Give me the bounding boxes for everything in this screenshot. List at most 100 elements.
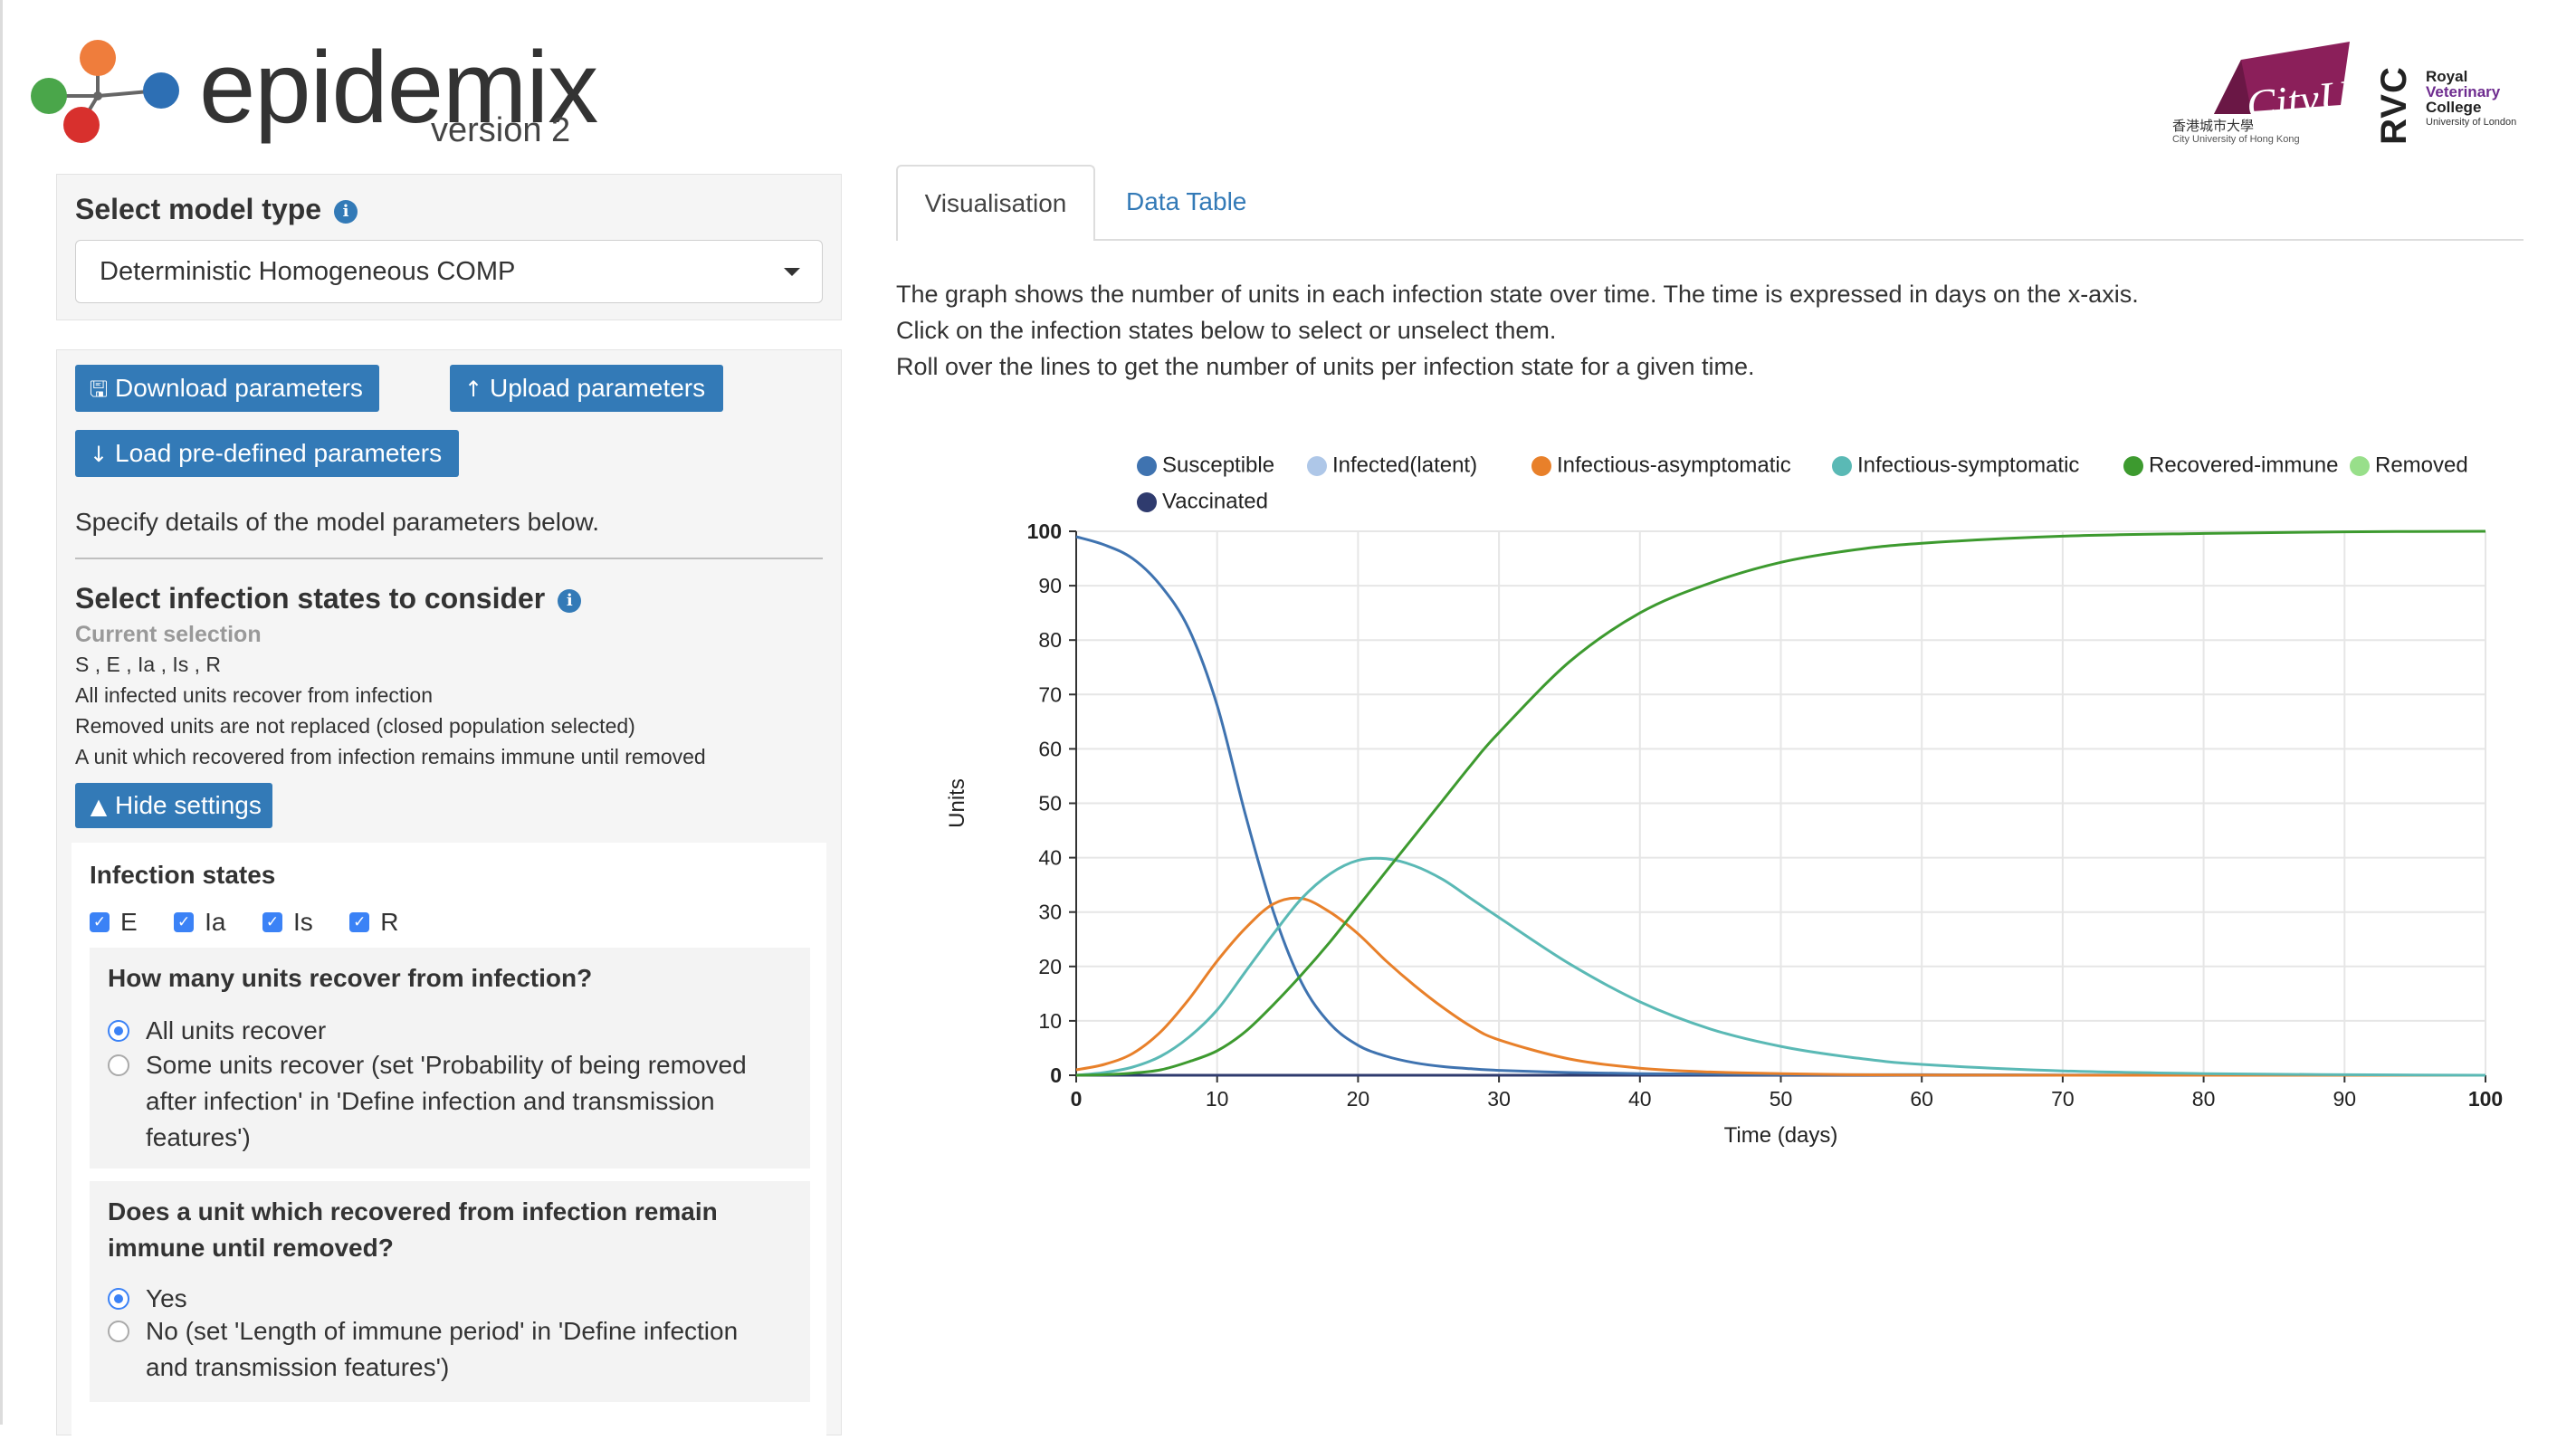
y-tick-label: 80 — [1038, 628, 1062, 652]
tab-data-table[interactable]: Data Table — [1126, 187, 1247, 215]
series-line-recovered-immune[interactable] — [1075, 529, 2486, 1077]
infection-states-heading: Select infection states to consider i — [75, 582, 582, 615]
line-chart[interactable]: 0 10 20 30 40 50 60 70 80 90 100 0 10 20 30 40 50 60 70 80 9… — [923, 507, 2543, 1159]
checkbox-e[interactable]: ✓ — [90, 912, 110, 932]
chevron-down-icon — [784, 268, 800, 276]
legend-infectious-symptomatic[interactable]: Infectious-symptomatic — [1832, 453, 2079, 479]
x-tick-label: 90 — [2333, 1087, 2357, 1111]
legend-infectious-asymptomatic[interactable]: Infectious-asymptomatic — [1531, 453, 1791, 479]
cityu-english-name: City University of Hong Kong — [2172, 134, 2300, 145]
infection-states-title: Select infection states to consider — [75, 582, 546, 615]
cityu-chinese-name: 香港城市大學 — [2172, 119, 2255, 134]
download-parameters-button[interactable]: 🖫 Download parameters — [75, 365, 379, 412]
legend-vaccinated[interactable]: Vaccinated — [1137, 489, 1268, 515]
load-predefined-parameters-button[interactable]: ↓ Load pre-defined parameters — [75, 430, 459, 477]
radio-no[interactable] — [108, 1321, 129, 1342]
epidemix-logo: epidemix version 2 — [25, 34, 598, 152]
infection-states-checkboxes: ✓ E ✓ Ia ✓ Is ✓ R — [90, 908, 431, 937]
recovery-question-title: How many units recover from infection? — [108, 964, 593, 992]
upload-parameters-button[interactable]: ↑ Upload parameters — [450, 365, 723, 412]
y-tick-label: 70 — [1038, 682, 1062, 706]
y-tick-label: 30 — [1038, 901, 1062, 924]
selection-recovery: All infected units recover from infectio… — [75, 683, 434, 707]
model-type-select[interactable]: Deterministic Homogeneous COMP — [75, 240, 823, 303]
settings-box: Infection states ✓ E ✓ Ia ✓ Is ✓ R How many … — [72, 843, 826, 1440]
legend-dot — [1531, 455, 1551, 476]
immunity-question-title-line2: immune until removed? — [108, 1234, 394, 1262]
radio-no-label-line1: No (set 'Length of immune period' in 'De… — [146, 1317, 739, 1345]
y-tick-label: 90 — [1038, 574, 1062, 597]
radio-all-recover[interactable] — [108, 1020, 129, 1042]
model-type-heading: Select model type i — [75, 193, 358, 226]
separator — [75, 558, 823, 559]
immunity-question-title-line1: Does a unit which recovered from infecti… — [108, 1197, 718, 1225]
triangle-up-icon: ▲ — [90, 794, 108, 819]
legend-label: Recovered-immune — [2149, 453, 2339, 478]
series-line-infectious-asymptomatic[interactable] — [1075, 896, 2485, 1077]
checkbox-r[interactable]: ✓ — [349, 912, 370, 932]
description-line3: Roll over the lines to get the number of… — [896, 353, 1755, 380]
radio-some-recover[interactable] — [108, 1054, 129, 1076]
checkbox-ia-label: Ia — [205, 908, 226, 936]
specify-details-text: Specify details of the model parameters … — [75, 508, 599, 536]
x-tick-label: 70 — [2051, 1087, 2075, 1111]
legend-removed[interactable]: Removed — [2350, 453, 2468, 479]
checkbox-r-label: R — [380, 908, 399, 936]
y-tick-label: 40 — [1038, 846, 1062, 870]
legend-label: Vaccinated — [1162, 489, 1268, 514]
selection-removal: Removed units are not replaced (closed p… — [75, 714, 635, 738]
description-line2: Click on the infection states below to s… — [896, 317, 1557, 344]
x-tick-label: 100 — [2468, 1087, 2503, 1111]
x-tick-label: 60 — [1910, 1087, 1933, 1111]
save-icon: 🖫 — [89, 377, 109, 402]
y-tick-label: 50 — [1038, 792, 1062, 815]
x-tick-label: 80 — [2192, 1087, 2216, 1111]
legend-recovered-immune[interactable]: Recovered-immune — [2123, 453, 2338, 479]
checkbox-e-label: E — [120, 908, 138, 936]
legend-label: Susceptible — [1162, 453, 1275, 478]
x-tick-label: 40 — [1628, 1087, 1652, 1111]
cityu-shape-icon — [2214, 42, 2350, 114]
checkbox-is-label: Is — [292, 908, 313, 936]
y-tick-label: 20 — [1038, 955, 1062, 978]
model-type-selected-value: Deterministic Homogeneous COMP — [100, 257, 516, 286]
download-parameters-label: Download parameters — [115, 374, 363, 402]
x-tick-label: 50 — [1770, 1087, 1793, 1111]
radio-yes-label: Yes — [146, 1284, 187, 1312]
upload-parameters-label: Upload parameters — [490, 374, 706, 402]
y-tick-label: 100 — [1027, 520, 1062, 543]
checkbox-is[interactable]: ✓ — [262, 912, 282, 932]
y-axis-label: Units — [945, 778, 969, 828]
series-line-infectious-symptomatic[interactable] — [1075, 856, 2486, 1077]
x-tick-label: 30 — [1487, 1087, 1511, 1111]
x-axis-label: Time (days) — [1724, 1123, 1838, 1148]
legend-dot — [2123, 455, 2143, 476]
tabs-underline — [896, 239, 2524, 241]
tab-visualisation[interactable]: Visualisation — [896, 165, 1095, 241]
checkbox-ia[interactable]: ✓ — [174, 912, 195, 932]
immunity-question-box: Does a unit which recovered from infecti… — [90, 1181, 810, 1402]
model-type-title: Select model type — [75, 193, 322, 225]
radio-no-label-line2: and transmission features') — [146, 1353, 450, 1381]
load-predefined-label: Load pre-defined parameters — [115, 439, 443, 467]
x-tick-label: 0 — [1071, 1087, 1083, 1111]
rvc-line-university: University of London — [2426, 117, 2517, 128]
selection-states: S , E , Ia , Is , R — [75, 653, 222, 676]
legend-susceptible[interactable]: Susceptible — [1137, 453, 1274, 479]
parameters-panel: 🖫 Download parameters ↑ Upload parameters … — [56, 349, 842, 1440]
hide-settings-button[interactable]: ▲ Hide settings — [75, 783, 272, 828]
app-title: epidemix — [199, 31, 598, 144]
description-line1: The graph shows the number of units in e… — [896, 281, 2139, 308]
info-icon[interactable]: i — [334, 199, 358, 224]
network-logo-icon — [31, 40, 179, 143]
radio-some-recover-label-line1: Some units recover (set 'Probability of … — [146, 1051, 747, 1079]
radio-some-recover-label-line2: after infection' in 'Define infection an… — [146, 1087, 715, 1115]
legend-dot — [1137, 491, 1157, 512]
hide-settings-label: Hide settings — [115, 791, 262, 819]
info-icon[interactable]: i — [558, 588, 582, 613]
download-icon: ↓ — [89, 442, 109, 467]
legend-infected-latent[interactable]: Infected(latent) — [1307, 453, 1477, 479]
radio-yes[interactable] — [108, 1288, 129, 1310]
legend-label: Infected(latent) — [1332, 453, 1478, 478]
x-tick-label: 10 — [1206, 1087, 1229, 1111]
